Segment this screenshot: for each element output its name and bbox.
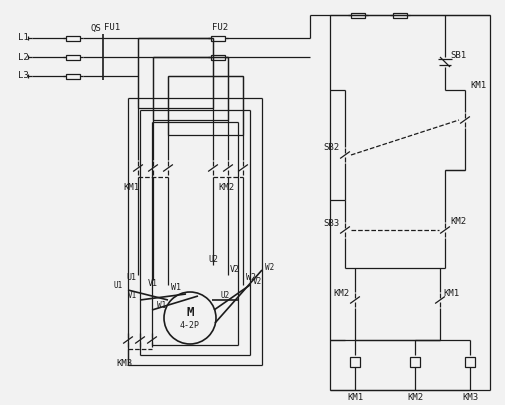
Bar	[66, 36, 80, 41]
Text: SB2: SB2	[323, 143, 339, 153]
Text: KM2: KM2	[406, 394, 422, 403]
Bar	[211, 55, 225, 60]
Text: M: M	[186, 307, 193, 320]
Text: FU1: FU1	[104, 23, 120, 32]
Text: U1: U1	[114, 281, 123, 290]
Bar	[66, 73, 80, 79]
Text: FU2: FU2	[212, 23, 228, 32]
Bar	[211, 36, 225, 41]
Text: KM2: KM2	[449, 217, 465, 226]
Text: KM1: KM1	[442, 288, 458, 298]
Text: KM3: KM3	[116, 358, 132, 367]
Bar	[349, 357, 359, 367]
Bar	[409, 357, 419, 367]
Text: U1: U1	[126, 273, 136, 283]
Text: KM1: KM1	[346, 394, 363, 403]
Text: KM1: KM1	[469, 81, 485, 90]
Text: KM3: KM3	[461, 394, 477, 403]
Text: SB1: SB1	[449, 51, 465, 60]
Text: L3: L3	[18, 72, 29, 81]
Text: U2: U2	[220, 290, 230, 300]
Text: W2: W2	[245, 273, 256, 283]
Text: SB3: SB3	[323, 219, 339, 228]
Bar	[350, 13, 364, 17]
Text: KM2: KM2	[218, 183, 234, 192]
Bar	[66, 55, 80, 60]
Text: V1: V1	[147, 279, 158, 288]
Text: KM1: KM1	[123, 183, 139, 192]
Text: V1: V1	[127, 292, 137, 301]
Bar	[392, 13, 406, 17]
Text: W1: W1	[157, 301, 166, 309]
Bar	[464, 357, 474, 367]
Text: 4-2P: 4-2P	[180, 320, 199, 330]
Text: KM2: KM2	[333, 288, 349, 298]
Text: W1: W1	[171, 284, 181, 292]
Text: V2: V2	[230, 266, 239, 275]
Text: L1: L1	[18, 34, 29, 43]
Text: U2: U2	[208, 256, 218, 264]
Text: V2: V2	[252, 277, 262, 286]
Circle shape	[164, 292, 216, 344]
Text: QS: QS	[90, 23, 101, 32]
Text: W2: W2	[265, 264, 274, 273]
Text: L2: L2	[18, 53, 29, 62]
